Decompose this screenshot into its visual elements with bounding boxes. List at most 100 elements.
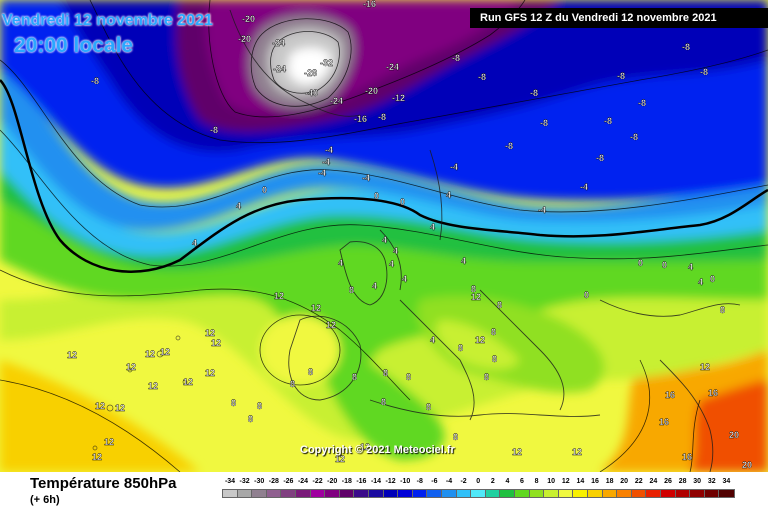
isotherm-label: -8 (91, 76, 99, 86)
valid-time: 20:00 locale (14, 34, 134, 57)
isotherm-label: 12 (311, 303, 321, 313)
isotherm-label: 8 (406, 372, 411, 382)
isotherm-label: 12 (67, 350, 77, 360)
temperature-field: -20-24-16-20-24-32-28-40-24-24-20-12-16-… (0, 0, 768, 472)
isotherm-label: 8 (471, 284, 476, 294)
isotherm-label: 12 (471, 292, 481, 302)
atlantic-islands (92, 335, 188, 451)
isotherm-label: 4 (430, 222, 435, 232)
isotherm-label: 4 (698, 277, 703, 287)
isotherm-label: 12 (148, 381, 158, 391)
legend-label: -6 (431, 478, 438, 485)
legend-label: -34 (224, 478, 236, 485)
isotherm-label: -8 (505, 141, 513, 151)
isotherm-label: 12 (326, 320, 336, 330)
isotherm-label: -8 (700, 67, 708, 77)
legend-label: 34 (722, 478, 731, 485)
legend-label: 20 (620, 478, 629, 485)
isotherm-label: 0 (710, 274, 715, 284)
isotherm-label: -8 (210, 125, 218, 135)
isotherm-label: 8 (497, 300, 502, 310)
isotherm-label: 12 (145, 349, 155, 359)
isotherm-label: -8 (638, 98, 646, 108)
isotherm-label: -8 (630, 132, 638, 142)
legend-label: 12 (561, 478, 570, 485)
legend-label: 4 (505, 478, 510, 485)
isotherm-label: 4 (389, 259, 394, 269)
isotherm-label: 16 (665, 390, 675, 400)
isotherm-label: 4 (430, 335, 435, 345)
isotherm-label: 4 (402, 274, 407, 284)
isotherm-label: 12 (92, 452, 102, 462)
zero-isotherm (0, 79, 768, 273)
isotherm-label: 8 (484, 372, 489, 382)
valid-date: Vendredi 12 novembre 2021 (2, 12, 213, 29)
legend-label: 16 (591, 478, 599, 485)
isotherm-label: 8 (458, 343, 463, 353)
legend-label: 22 (634, 478, 643, 485)
isotherm-label: 8 (381, 397, 386, 407)
legend-label: 18 (605, 478, 614, 485)
legend-label: -12 (385, 478, 396, 485)
isotherm-label: 4 (192, 238, 197, 248)
isotherm-label: -24 (330, 96, 343, 106)
isotherm-label: 4 (393, 246, 398, 256)
legend-label: -16 (356, 478, 367, 485)
isotherm-label: 0 (662, 260, 667, 270)
forecast-offset: (+ 6h) (30, 494, 60, 506)
isotherm-label: 12 (335, 454, 345, 464)
legend-label: -26 (283, 478, 294, 485)
isotherm-label: 12 (274, 291, 284, 301)
isotherm-label: -20 (238, 34, 251, 44)
isotherm-label: 12 (126, 362, 136, 372)
isotherm-label: -40 (305, 88, 318, 98)
legend-label: 28 (678, 478, 687, 485)
footer: Température 850hPa (+ 6h) -34 -32 -30 -28 -2… (0, 472, 768, 512)
legend-label: -32 (239, 478, 250, 485)
isotherm-label: -8 (617, 71, 625, 81)
isotherm-label: 4 (372, 281, 377, 291)
legend-label: -18 (341, 478, 352, 485)
isotherm-label: 8 (231, 398, 236, 408)
isotherm-label: 12 (95, 401, 105, 411)
isotherm-label: 8 (491, 327, 496, 337)
isotherm-label: 4 (688, 262, 693, 272)
isotherm-label: -24 (386, 62, 399, 72)
legend-swatch (718, 489, 736, 498)
isotherm-label: 12 (205, 328, 215, 338)
legend-label: -24 (297, 478, 309, 485)
isotherm-label: -4 (362, 173, 370, 183)
isotherm-label: -4 (580, 182, 588, 192)
isotherm-labels: -20-24-16-20-24-32-28-40-24-24-20-12-16-… (67, 0, 752, 470)
isotherm-label: 8 (720, 305, 725, 315)
isotherm-lines (0, 0, 768, 472)
legend-label: 14 (576, 478, 585, 485)
isotherm-label: 8 (453, 432, 458, 442)
isotherm-label: -4 (318, 168, 326, 178)
isotherm-label: 8 (248, 414, 253, 424)
isotherm-label: 16 (708, 388, 718, 398)
isotherm-label: 12 (572, 447, 582, 457)
isotherm-label: 8 (426, 402, 431, 412)
legend-label: 32 (707, 478, 716, 485)
isotherm-label: 0 (374, 191, 379, 201)
legend-label: -10 (400, 478, 411, 485)
isotherm-label: 0 (400, 197, 405, 207)
isotherm-label: 12 (183, 377, 193, 387)
isotherm-label: -8 (682, 42, 690, 52)
isotherm-label: -16 (363, 0, 376, 9)
isotherm-label: -4 (450, 162, 458, 172)
legend-label: 8 (534, 478, 539, 485)
isotherm-label: 16 (659, 417, 669, 427)
legend-label: 30 (693, 478, 702, 485)
isotherm-label: 12 (205, 368, 215, 378)
isotherm-label: 12 (211, 338, 221, 348)
isotherm-label: -8 (378, 112, 386, 122)
legend-label: 26 (664, 478, 672, 485)
isotherm-label: 12 (115, 403, 125, 413)
legend-label: -28 (268, 478, 279, 485)
isotherm-label: 12 (360, 442, 370, 452)
isotherm-label: 4 (446, 190, 451, 200)
legend-label: -14 (370, 478, 382, 485)
